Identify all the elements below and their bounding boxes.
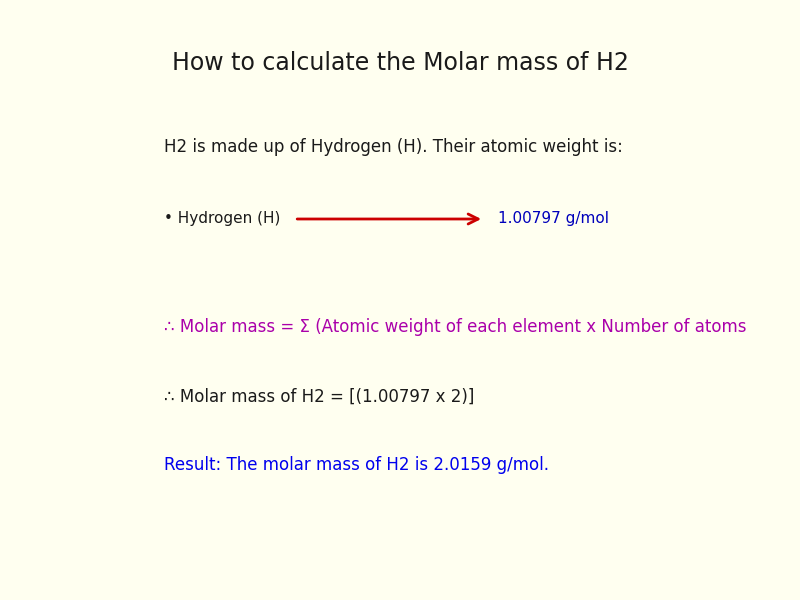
Text: • Hydrogen (H): • Hydrogen (H): [164, 211, 280, 226]
Text: Result: The molar mass of H2 is 2.0159 g/mol.: Result: The molar mass of H2 is 2.0159 g…: [164, 456, 549, 474]
Text: ∴ Molar mass = Σ (Atomic weight of each element x Number of atoms: ∴ Molar mass = Σ (Atomic weight of each …: [164, 318, 746, 336]
Text: H2 is made up of Hydrogen (H). Their atomic weight is:: H2 is made up of Hydrogen (H). Their ato…: [164, 138, 623, 156]
Text: How to calculate the Molar mass of H2: How to calculate the Molar mass of H2: [171, 51, 629, 75]
Text: ∴ Molar mass of H2 = [(1.00797 x 2)]: ∴ Molar mass of H2 = [(1.00797 x 2)]: [164, 388, 474, 406]
Text: 1.00797 g/mol: 1.00797 g/mol: [498, 211, 609, 226]
